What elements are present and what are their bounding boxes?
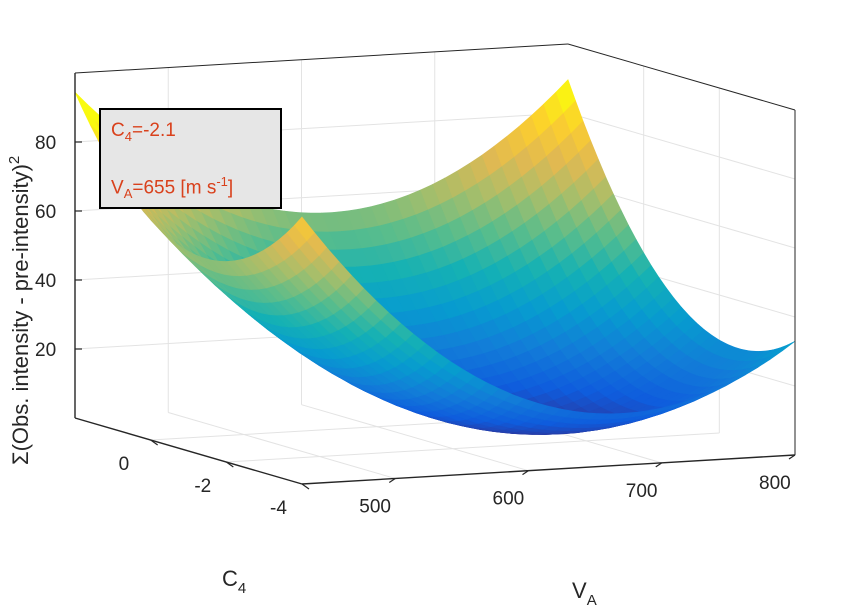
grid-line xyxy=(226,432,720,463)
y-tick xyxy=(225,461,234,468)
x-tick xyxy=(388,478,396,484)
surface-layer xyxy=(74,79,796,435)
y-tick xyxy=(301,483,310,490)
annotation-va: VA=655 [m s-1] xyxy=(111,174,234,202)
z-axis-label: Σ(Obs. intensity - pre-intensity)2 xyxy=(6,156,33,465)
surface-patch xyxy=(774,341,796,355)
y-axis-line xyxy=(74,417,303,485)
x-tick-label: 800 xyxy=(759,473,791,494)
axes-box xyxy=(74,43,796,485)
x-axis-label: VA xyxy=(572,578,597,609)
y-tick-label: -2 xyxy=(194,476,211,497)
y-axis-label: C4 xyxy=(222,566,246,597)
x-axis-line xyxy=(301,454,796,485)
z-tick-label: 40 xyxy=(35,271,56,292)
z-tick-label: 80 xyxy=(35,133,56,154)
x-tick xyxy=(522,470,529,476)
y-tick-label: -4 xyxy=(270,498,287,519)
surface-patch xyxy=(74,91,96,122)
x-tick xyxy=(655,462,663,468)
grid-line xyxy=(567,112,796,180)
x-tick-label: 500 xyxy=(359,497,391,518)
grid-line xyxy=(168,412,396,479)
box-edge xyxy=(74,43,569,74)
tick-layer: 500 600 700 800 0 -2 -4 20 40 60 80 xyxy=(35,133,796,519)
x-tick xyxy=(788,454,796,460)
z-tick-label: 20 xyxy=(35,340,56,361)
grid-line xyxy=(301,404,529,472)
y-tick-label: 0 xyxy=(119,454,130,475)
surface-patch xyxy=(294,216,315,242)
x-tick-label: 600 xyxy=(493,489,525,510)
y-tick xyxy=(150,439,159,446)
z-tick-label: 60 xyxy=(35,202,56,223)
box-edge xyxy=(567,43,796,111)
x-tick-label: 700 xyxy=(626,481,658,502)
annotation-box: C4=-2.1 VA=655 [m s-1] xyxy=(99,108,282,209)
annotation-c4: C4=-2.1 xyxy=(111,120,176,144)
